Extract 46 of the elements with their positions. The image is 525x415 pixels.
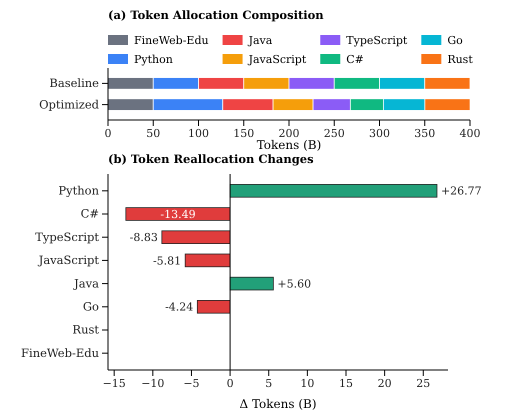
legend-label: JavaScript [248, 53, 307, 66]
x-tick-label: 300 [369, 126, 390, 140]
x-tick-label: 200 [278, 126, 300, 140]
x-axis-title: Δ Tokens (B) [239, 397, 317, 411]
x-tick-label: 0 [226, 376, 234, 390]
y-tick-label: Rust [72, 322, 100, 337]
data-label: -8.83 [130, 231, 158, 244]
y-tick-label: Java [73, 276, 100, 290]
chart-title: (a) Token Allocation Composition [108, 8, 324, 22]
x-tick-label: 25 [416, 376, 430, 390]
x-tick-label: 100 [188, 126, 209, 140]
x-tick-label: 15 [339, 376, 353, 390]
y-tick-label: Optimized [39, 97, 100, 112]
legend-label: FineWeb-Edu [134, 34, 209, 47]
y-tick-label: Python [58, 183, 100, 198]
data-label: +5.60 [277, 277, 312, 290]
x-axis-title: Tokens (B) [256, 138, 322, 152]
x-tick-label: 400 [460, 126, 480, 140]
legend-label: Rust [447, 53, 474, 66]
y-tick-label: TypeScript [35, 230, 100, 244]
x-tick-label: −5 [183, 376, 200, 390]
y-tick-label: C# [80, 206, 99, 221]
x-tick-label: 50 [146, 126, 160, 140]
legend-label: Go [447, 34, 464, 47]
x-tick-label: 350 [414, 126, 436, 140]
y-tick-label: FineWeb-Edu [21, 346, 99, 360]
x-tick-label: −15 [102, 376, 126, 390]
legend-label: TypeScript [346, 34, 408, 47]
x-tick-label: −10 [141, 376, 164, 390]
data-label: +26.77 [440, 184, 482, 198]
data-label: -4.24 [165, 300, 194, 314]
chart-title: (b) Token Reallocation Changes [108, 152, 314, 166]
y-tick-label: Go [82, 299, 100, 314]
x-tick-label: 5 [265, 376, 272, 390]
x-tick-label: 10 [300, 376, 314, 390]
y-tick-label: JavaScript [38, 253, 100, 268]
data-label: -13.49 [160, 208, 196, 221]
legend-label: Python [134, 53, 173, 66]
x-tick-label: 0 [104, 126, 112, 140]
y-tick-label: Baseline [49, 76, 100, 90]
x-tick-label: 150 [233, 126, 254, 140]
x-tick-label: 250 [324, 126, 345, 140]
legend-label: Java [248, 34, 273, 47]
legend-label: C# [346, 53, 364, 66]
data-label: -5.81 [152, 254, 182, 268]
x-tick-label: 20 [378, 376, 392, 390]
